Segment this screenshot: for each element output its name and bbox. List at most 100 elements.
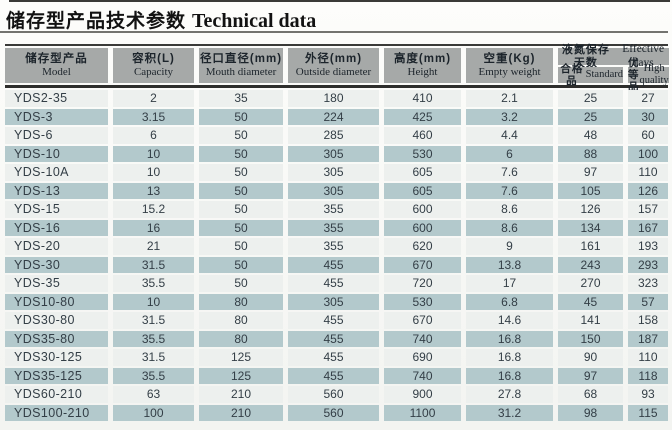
value-cell: 93 xyxy=(628,386,668,403)
header-effective-days-zh: 液氮保存天数 xyxy=(561,43,610,69)
model-cell: YDS-6 xyxy=(5,127,108,144)
value-cell: 50 xyxy=(199,127,283,144)
value-cell: 110 xyxy=(628,164,668,181)
value-cell: 193 xyxy=(628,238,668,255)
model-cell: YDS-20 xyxy=(5,238,108,255)
value-cell: 6 xyxy=(466,145,553,162)
value-cell: 410 xyxy=(384,90,461,107)
value-cell: 455 xyxy=(288,367,379,384)
model-cell: YDS30-125 xyxy=(5,349,108,366)
model-cell: YDS-10A xyxy=(5,164,108,181)
value-cell: 355 xyxy=(288,219,379,236)
model-cell: YDS-16 xyxy=(5,219,108,236)
value-cell: 50 xyxy=(199,238,283,255)
value-cell: 13 xyxy=(113,182,194,199)
value-cell: 6 xyxy=(113,127,194,144)
value-cell: 305 xyxy=(288,182,379,199)
top-rule xyxy=(9,0,670,2)
value-cell: 455 xyxy=(288,349,379,366)
table-body: YDS2-35 2 35 180 410 2.1 25 27 YDS-3 3.15 50 224 425… xyxy=(5,90,668,421)
value-cell: 13.8 xyxy=(466,256,553,273)
value-cell: 57 xyxy=(628,293,668,310)
value-cell: 158 xyxy=(628,312,668,329)
value-cell: 50 xyxy=(199,201,283,218)
table-top-rule xyxy=(5,44,668,46)
header-outside-diameter-zh: 外径(mm) xyxy=(304,52,363,65)
value-cell: 17 xyxy=(466,275,553,292)
value-cell: 600 xyxy=(384,219,461,236)
model-cell: YDS-30 xyxy=(5,256,108,273)
value-cell: 100 xyxy=(628,145,668,162)
value-cell: 455 xyxy=(288,275,379,292)
header-capacity-en: Capacity xyxy=(133,65,174,78)
header-outside-diameter: 外径(mm) Outside diameter xyxy=(288,48,379,83)
value-cell: 25 xyxy=(558,90,623,107)
value-cell: 455 xyxy=(288,312,379,329)
page-title: 储存型产品技术参数 Technical data xyxy=(6,6,316,33)
model-cell: YDS10-80 xyxy=(5,293,108,310)
header-high-quality: 优等品 High quality xyxy=(628,57,669,93)
value-cell: 720 xyxy=(384,275,461,292)
header-empty-weight: 空重(Kg) Empty weight xyxy=(466,48,553,83)
value-cell: 224 xyxy=(288,108,379,125)
value-cell: 285 xyxy=(288,127,379,144)
value-cell: 125 xyxy=(199,367,283,384)
value-cell: 670 xyxy=(384,256,461,273)
page-title-zh: 储存型产品技术参数 xyxy=(6,11,187,32)
value-cell: 560 xyxy=(288,404,379,421)
header-high-quality-en: High quality xyxy=(639,62,669,86)
value-cell: 50 xyxy=(199,256,283,273)
value-cell: 187 xyxy=(628,330,668,347)
value-cell: 15.2 xyxy=(113,201,194,218)
value-cell: 305 xyxy=(288,293,379,310)
value-cell: 355 xyxy=(288,238,379,255)
page-title-en: Technical data xyxy=(192,10,317,32)
value-cell: 31.5 xyxy=(113,312,194,329)
value-cell: 270 xyxy=(558,275,623,292)
value-cell: 50 xyxy=(199,164,283,181)
value-cell: 80 xyxy=(199,293,283,310)
value-cell: 3.2 xyxy=(466,108,553,125)
value-cell: 35.5 xyxy=(113,367,194,384)
value-cell: 125 xyxy=(199,349,283,366)
value-cell: 50 xyxy=(199,108,283,125)
value-cell: 97 xyxy=(558,367,623,384)
header-effective-days-group: 液氮保存天数 Effective days xyxy=(558,43,669,69)
header-standard-zh: 合格品 xyxy=(560,62,584,87)
value-cell: 460 xyxy=(384,127,461,144)
value-cell: 167 xyxy=(628,219,668,236)
value-cell: 2 xyxy=(113,90,194,107)
header-model-en: Model xyxy=(42,65,71,78)
value-cell: 97 xyxy=(558,164,623,181)
value-cell: 690 xyxy=(384,349,461,366)
value-cell: 35.5 xyxy=(113,330,194,347)
model-cell: YDS100-210 xyxy=(5,404,108,421)
value-cell: 16.8 xyxy=(466,349,553,366)
header-height: 高度(mm) Height xyxy=(384,48,461,83)
header-rule xyxy=(5,85,668,88)
value-cell: 7.6 xyxy=(466,182,553,199)
header-high-quality-zh: 优等品 xyxy=(628,56,640,94)
value-cell: 900 xyxy=(384,386,461,403)
value-cell: 1100 xyxy=(384,404,461,421)
value-cell: 105 xyxy=(558,182,623,199)
value-cell: 530 xyxy=(384,293,461,310)
value-cell: 31.2 xyxy=(466,404,553,421)
header-mouth-diameter: 径口直径(mm) Mouth diameter xyxy=(199,48,283,83)
value-cell: 50 xyxy=(199,182,283,199)
value-cell: 14.6 xyxy=(466,312,553,329)
value-cell: 293 xyxy=(628,256,668,273)
table-header: 储存型产品 Model 容积(L) Capacity 径口直径(mm) Mout… xyxy=(5,43,669,93)
value-cell: 10 xyxy=(113,164,194,181)
model-cell: YDS30-80 xyxy=(5,312,108,329)
value-cell: 7.6 xyxy=(466,164,553,181)
value-cell: 16.8 xyxy=(466,367,553,384)
value-cell: 126 xyxy=(628,182,668,199)
value-cell: 141 xyxy=(558,312,623,329)
value-cell: 88 xyxy=(558,145,623,162)
value-cell: 600 xyxy=(384,201,461,218)
model-cell: YDS-35 xyxy=(5,275,108,292)
value-cell: 31.5 xyxy=(113,256,194,273)
value-cell: 4.4 xyxy=(466,127,553,144)
value-cell: 8.6 xyxy=(466,201,553,218)
